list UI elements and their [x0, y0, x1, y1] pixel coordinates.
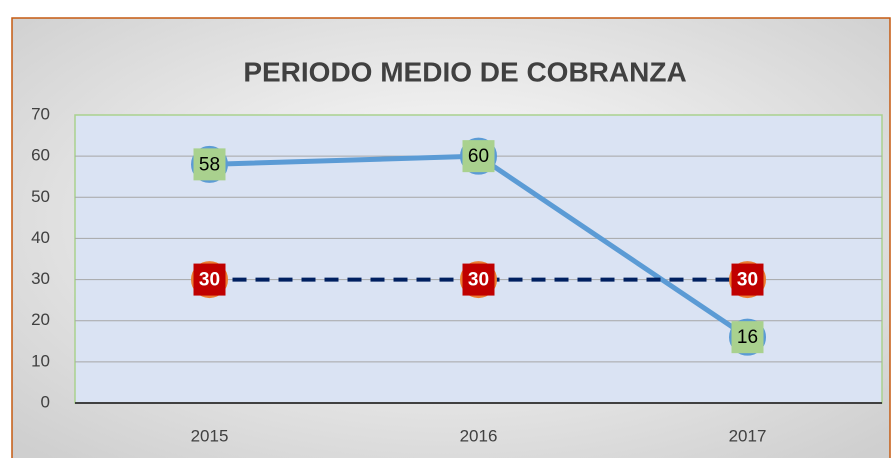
y-tick-label: 60 — [31, 146, 50, 165]
y-tick-label: 0 — [41, 392, 50, 411]
x-tick-label: 2016 — [460, 426, 498, 445]
y-tick-label: 70 — [31, 104, 50, 123]
x-tick-label: 2015 — [191, 426, 229, 445]
y-tick-label: 30 — [31, 269, 50, 288]
y-tick-label: 10 — [31, 351, 50, 370]
y-tick-label: 50 — [31, 187, 50, 206]
y-tick-label: 40 — [31, 228, 50, 247]
data-label: 16 — [737, 327, 758, 348]
data-label: 30 — [468, 270, 489, 291]
data-label-box — [731, 321, 764, 354]
y-tick-label: 20 — [31, 310, 50, 329]
x-tick-label: 2017 — [729, 426, 767, 445]
data-label: 30 — [199, 270, 220, 291]
data-label-box — [462, 263, 495, 296]
data-label-box — [193, 263, 226, 296]
data-label-box — [462, 140, 495, 173]
data-label: 30 — [737, 270, 758, 291]
data-label: 58 — [199, 154, 220, 175]
data-label: 60 — [468, 146, 489, 167]
data-label-box — [193, 148, 226, 181]
chart-title: PERIODO MEDIO DE COBRANZA — [243, 56, 686, 87]
data-label-box — [731, 263, 764, 296]
